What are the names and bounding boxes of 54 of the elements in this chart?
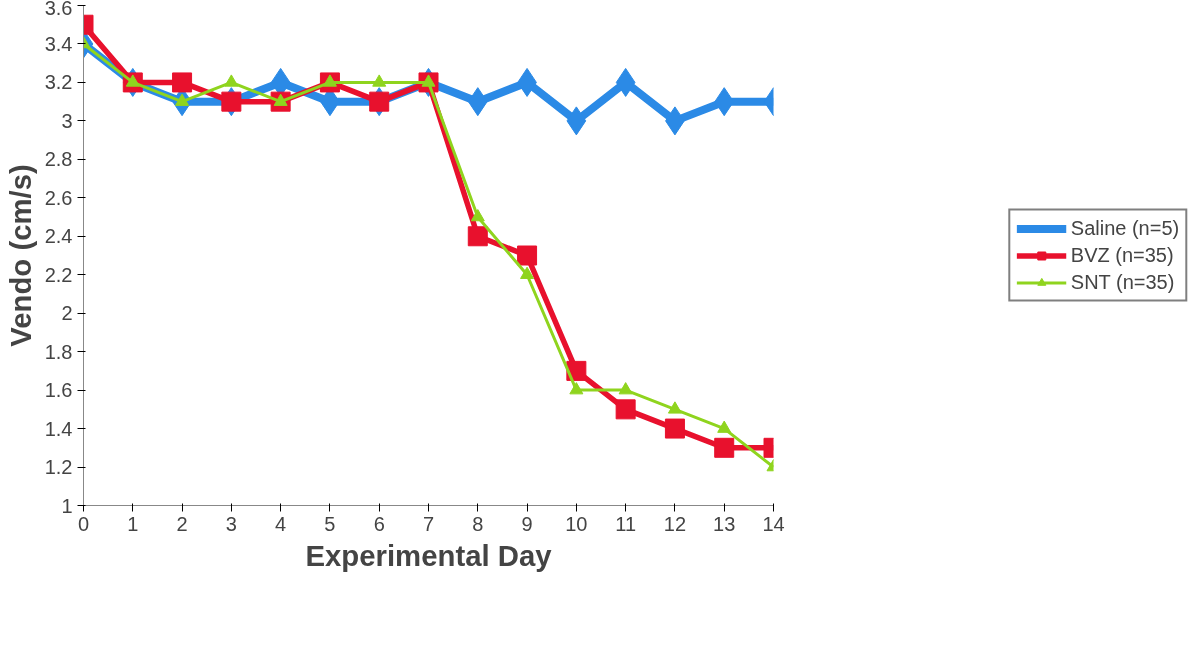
x-tick-label: 8 bbox=[472, 512, 484, 535]
point bbox=[467, 226, 488, 247]
x-tick-label: 0 bbox=[77, 512, 90, 535]
y-tick-label: 1 bbox=[61, 494, 73, 517]
y-tick-label: 3.2 bbox=[44, 71, 73, 94]
legend-label: BVZ (n=35) bbox=[1070, 243, 1174, 267]
x-tick-label: 10 bbox=[565, 512, 588, 535]
x-tick-label: 12 bbox=[663, 512, 687, 535]
point bbox=[569, 382, 584, 395]
y-tick-label: 2.4 bbox=[44, 225, 73, 248]
point bbox=[221, 91, 242, 112]
x-tick-label: 6 bbox=[373, 512, 385, 535]
x-tick-label: 3 bbox=[225, 512, 237, 535]
y-tick-label: 2.2 bbox=[44, 263, 73, 286]
x-tick-label: 11 bbox=[615, 512, 637, 535]
point bbox=[369, 91, 390, 112]
point bbox=[470, 209, 485, 222]
point bbox=[372, 74, 387, 87]
point bbox=[714, 87, 735, 117]
y-tick-label: 3 bbox=[61, 109, 73, 132]
y-tick-label: 3.4 bbox=[44, 32, 73, 55]
y-tick-label: 1.2 bbox=[44, 456, 73, 479]
point bbox=[566, 106, 587, 136]
y-tick-label: 1.6 bbox=[44, 379, 73, 402]
x-tick-label: 4 bbox=[275, 512, 287, 535]
x-tick-label: 7 bbox=[422, 512, 435, 535]
y-tick-label: 2.6 bbox=[44, 186, 73, 209]
y-tick-label: 1.4 bbox=[44, 417, 73, 440]
x-tick-label: 5 bbox=[324, 512, 336, 535]
point bbox=[717, 420, 732, 433]
point bbox=[520, 266, 535, 279]
x-tick-label: 1 bbox=[127, 512, 139, 535]
legend-label: Saline (n=5) bbox=[1070, 216, 1180, 240]
point bbox=[714, 437, 735, 458]
point bbox=[615, 399, 636, 420]
y-axis-title: Vendo (cm/s) bbox=[3, 164, 37, 347]
x-tick-label: 2 bbox=[176, 512, 188, 535]
x-tick-label: 14 bbox=[762, 512, 785, 535]
point bbox=[517, 245, 538, 266]
x-axis-title: Experimental Day bbox=[305, 538, 553, 572]
x-tick-label: 13 bbox=[713, 512, 736, 535]
point bbox=[618, 382, 633, 395]
y-tick-label: 1.8 bbox=[44, 340, 73, 363]
y-tick-label: 2.8 bbox=[44, 148, 73, 171]
x-tick-label: 9 bbox=[521, 512, 533, 535]
point bbox=[172, 72, 193, 93]
point bbox=[664, 418, 685, 439]
point bbox=[667, 401, 682, 414]
y-tick-label: 3.6 bbox=[44, 0, 73, 19]
legend-label: SNT (n=35) bbox=[1070, 270, 1175, 294]
y-tick-label: 2 bbox=[61, 302, 73, 325]
point bbox=[467, 87, 488, 117]
point bbox=[615, 67, 636, 97]
point bbox=[224, 74, 239, 87]
